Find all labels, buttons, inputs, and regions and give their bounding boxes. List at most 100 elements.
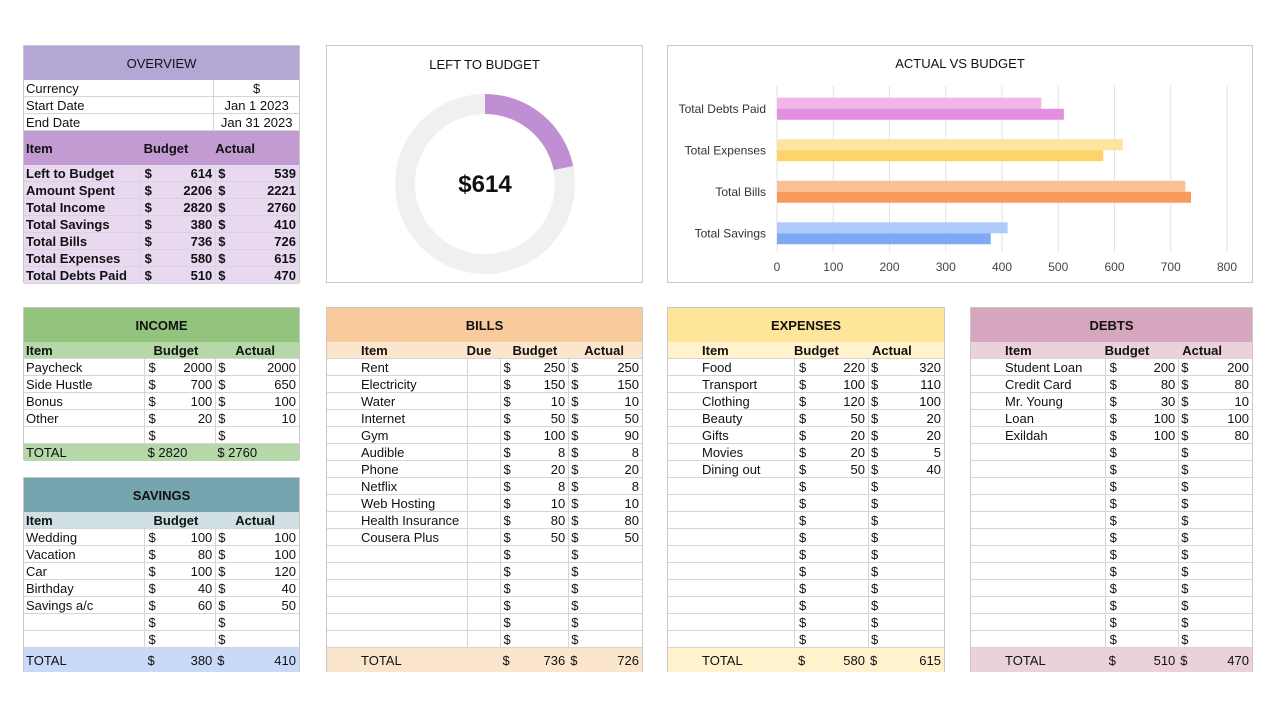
expenses-total-cur: $ xyxy=(798,652,806,668)
expenses-row-item: Movies xyxy=(702,444,744,460)
bills-row-budget: 8 xyxy=(558,478,566,494)
expenses-row-item xyxy=(668,512,794,528)
expenses-row-cur2: $ xyxy=(868,512,892,528)
bills-row-cur: $ xyxy=(500,546,526,562)
debts-row-budget xyxy=(1130,546,1178,562)
overview-row-item: Total Debts Paid xyxy=(26,267,127,283)
savings-row-budget: 100 xyxy=(190,563,213,579)
actual-vs-budget-panel: ACTUAL VS BUDGET Total Debts Paid Total E… xyxy=(667,45,1253,283)
overview-row-cur2: $ xyxy=(215,250,239,266)
bills-row-due xyxy=(466,393,501,409)
savings-total-actual: 410 xyxy=(274,652,296,668)
bills-row-budget: 100 xyxy=(543,427,566,443)
income-row: Other $20 $10 xyxy=(24,410,299,427)
expenses-row-budget: 20 xyxy=(850,444,865,460)
overview-row-item: Amount Spent xyxy=(26,182,115,198)
expenses-row: $ $ xyxy=(668,597,944,614)
debts-row: $ $ xyxy=(971,597,1252,614)
debts-row-cur: $ xyxy=(1104,376,1131,392)
expenses-row-actual: 110 xyxy=(920,376,941,392)
x-tick-label: 500 xyxy=(1048,260,1068,274)
debts-row-item xyxy=(971,495,1105,511)
bills-row-cur2: $ xyxy=(568,393,592,409)
bills-row-due xyxy=(466,410,501,426)
income-col-actual: Actual xyxy=(235,342,275,358)
expenses-row: $ $ xyxy=(668,495,944,512)
expenses-row-cur: $ xyxy=(794,410,820,426)
overview-row-cur2: $ xyxy=(215,182,239,198)
category-label: Total Debts Paid xyxy=(679,102,766,116)
overview-row-actual: 726 xyxy=(274,233,296,249)
bills-row-actual xyxy=(592,597,642,613)
debts-total-cur: $ xyxy=(1108,652,1116,668)
x-tick-label: 100 xyxy=(823,260,843,274)
savings-row-cur: $ xyxy=(143,546,170,562)
overview-row: Total Expenses $580 $615 xyxy=(24,250,299,267)
bills-row-due xyxy=(466,529,501,545)
expenses-row-item: Food xyxy=(702,359,732,375)
expenses-row-budget xyxy=(820,597,868,613)
savings-row: $ $ xyxy=(24,614,299,631)
expenses-row-budget: 120 xyxy=(843,393,865,409)
debts-row-actual: 200 xyxy=(1227,359,1249,375)
income-row-cur: $ xyxy=(143,393,170,409)
bills-header-row: Item Due Budget Actual xyxy=(327,342,642,359)
expenses-row: Transport $100 $110 xyxy=(668,376,944,393)
overview-row-cur: $ xyxy=(139,233,164,249)
income-row-cur: $ xyxy=(143,427,170,443)
bills-row: $ $ xyxy=(327,597,642,614)
income-row-item: Bonus xyxy=(26,393,63,409)
debts-row-cur2: $ xyxy=(1178,359,1202,375)
debts-row-actual xyxy=(1202,597,1252,613)
debts-row-actual xyxy=(1202,614,1252,630)
bills-row-budget: 50 xyxy=(550,529,566,545)
expenses-row-cur2: $ xyxy=(868,614,892,630)
savings-row-cur2: $ xyxy=(215,546,239,562)
bills-row-cur: $ xyxy=(500,563,526,579)
debts-row-item: Mr. Young xyxy=(1005,393,1063,409)
savings-row-budget xyxy=(169,631,215,647)
bills-row-budget: 10 xyxy=(550,495,566,511)
savings-total-cur2: $ xyxy=(217,652,225,668)
debts-row-budget xyxy=(1130,444,1178,460)
bills-row-cur: $ xyxy=(500,359,526,375)
bills-row: Phone $20 $20 xyxy=(327,461,642,478)
expenses-row-budget xyxy=(820,614,868,630)
expenses-row-actual: 320 xyxy=(919,359,941,375)
debts-row-cur: $ xyxy=(1104,393,1131,409)
bills-row-cur2: $ xyxy=(568,427,592,443)
expenses-row-cur: $ xyxy=(794,393,820,409)
bills-row-budget: 250 xyxy=(543,359,566,375)
income-row: Bonus $100 $100 xyxy=(24,393,299,410)
expenses-row: Clothing $120 $100 xyxy=(668,393,944,410)
savings-row-item xyxy=(24,631,144,647)
savings-row-item: Car xyxy=(26,563,47,579)
bills-row: Cousera Plus $50 $50 xyxy=(327,529,642,546)
bills-row-budget: 20 xyxy=(550,461,566,477)
expenses-row: $ $ xyxy=(668,580,944,597)
bills-row-actual xyxy=(592,614,642,630)
left-to-budget-donut: $614 xyxy=(395,94,575,274)
expenses-row-item xyxy=(668,580,794,596)
savings-row-budget: 80 xyxy=(197,546,213,562)
debts-row-budget xyxy=(1130,529,1178,545)
bills-row-budget: 8 xyxy=(558,444,566,460)
bills-row-budget xyxy=(526,580,568,596)
bills-row-item xyxy=(327,563,467,579)
bills-row-due xyxy=(466,580,501,596)
savings-row-item: Wedding xyxy=(26,529,78,545)
debts-total-label: TOTAL xyxy=(1005,652,1046,668)
debts-row-cur2: $ xyxy=(1178,512,1202,528)
debts-row: $ $ xyxy=(971,529,1252,546)
income-total-budget: $ 2820 xyxy=(147,445,188,460)
savings-row-actual: 120 xyxy=(274,563,296,579)
debts-col-actual: Actual xyxy=(1182,342,1223,358)
debts-row-budget: 200 xyxy=(1153,359,1176,375)
debts-row-item xyxy=(971,580,1105,596)
bills-row-cur: $ xyxy=(500,427,526,443)
bills-row: Electricity $150 $150 xyxy=(327,376,642,393)
overview-row-actual: 539 xyxy=(274,165,296,181)
expenses-row-budget xyxy=(820,546,868,562)
income-row-budget xyxy=(169,427,215,443)
overview-row-budget: 614 xyxy=(190,165,213,181)
